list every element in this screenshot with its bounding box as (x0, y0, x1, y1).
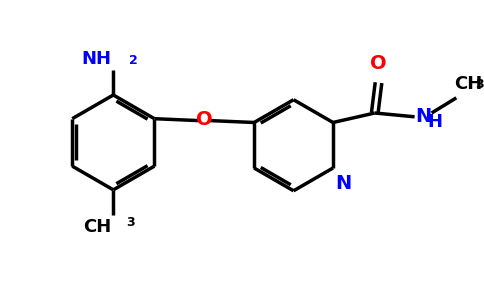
Text: NH: NH (81, 50, 111, 68)
Text: 3: 3 (475, 78, 484, 91)
Text: N: N (416, 107, 432, 126)
Text: O: O (196, 110, 212, 129)
Text: CH: CH (83, 218, 111, 236)
Text: 2: 2 (129, 53, 137, 67)
Text: N: N (335, 174, 351, 193)
Text: H: H (428, 113, 443, 131)
Text: CH: CH (454, 75, 483, 93)
Text: 3: 3 (127, 216, 135, 230)
Text: O: O (370, 54, 387, 73)
